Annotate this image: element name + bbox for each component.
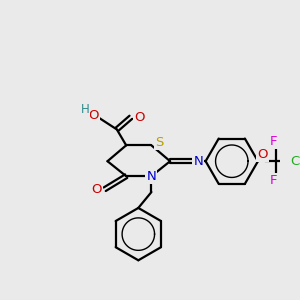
Text: H: H [81,103,89,116]
Text: O: O [88,109,99,122]
Text: O: O [257,148,268,161]
Text: O: O [134,111,145,124]
Text: O: O [91,183,101,196]
Text: N: N [193,155,203,168]
Text: S: S [155,136,163,149]
Text: F: F [270,174,278,187]
Text: Cl: Cl [291,155,300,168]
Text: N: N [146,170,156,183]
Text: F: F [270,135,278,148]
